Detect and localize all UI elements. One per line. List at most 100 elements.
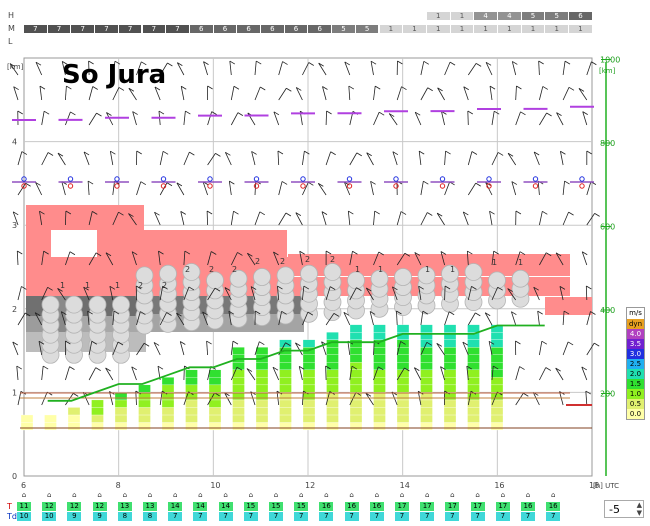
wind-barb (317, 183, 327, 196)
wind-barb (562, 341, 569, 356)
cloud-circle (182, 263, 201, 281)
wind-barb-flag (462, 341, 469, 346)
inversion-block (97, 205, 144, 230)
weather-icon: ⌂ (324, 491, 329, 499)
thermal-bar-segment (396, 377, 410, 386)
cloud-cell-L (332, 38, 356, 46)
stepper-up-icon[interactable]: ▲ (636, 501, 642, 509)
wind-barb (109, 286, 114, 301)
wind-barb (586, 311, 591, 326)
wind-barb-flag (9, 63, 16, 67)
cloud-cell-H (355, 12, 380, 20)
wind-barb-flag (519, 366, 525, 370)
cloud-count-label: 1 (425, 265, 430, 274)
thermal-bar-segment (255, 399, 269, 408)
wind-barb-flag (162, 150, 169, 155)
wind-barb (396, 253, 406, 266)
wind-barb (418, 286, 422, 301)
wind-barb-flag (131, 251, 138, 256)
wind-barb (537, 311, 540, 326)
thermal-bar-segment (326, 384, 339, 393)
wind-barb-flag (392, 151, 399, 156)
cloud-count-label: 2 (209, 265, 214, 274)
wind-barb-flag (370, 180, 376, 185)
weather-icon: ⌂ (223, 491, 228, 499)
wind-barb (9, 63, 19, 76)
wind-barb (278, 311, 283, 326)
legend-title: m/s (629, 309, 642, 317)
wind-barb (562, 311, 565, 326)
wind-barb-flag (308, 181, 314, 186)
wind-barb (176, 62, 185, 76)
stepper-down-icon[interactable]: ▼ (636, 509, 642, 517)
thermal-bar-segment (91, 399, 104, 408)
wind-barb-flag (542, 210, 548, 215)
cloud-cell-H: 1 (426, 12, 451, 20)
wind-barb-flag (70, 111, 76, 116)
wind-barb (65, 86, 67, 101)
wind-barb (537, 181, 540, 196)
thermal-bar-segment (302, 339, 316, 348)
wind-barb-flag (401, 86, 407, 91)
wind-barb-flag (260, 86, 266, 91)
wind-barb-flag (277, 150, 284, 155)
wind-barb (254, 211, 261, 226)
wind-barb-flag (422, 310, 429, 315)
cloud-circle (65, 295, 83, 314)
wind-barb-flag (188, 286, 195, 291)
wind-barb-flag (25, 312, 31, 317)
wind-barb (578, 88, 588, 101)
wind-barb-flag (396, 310, 402, 315)
wind-barb-flag (488, 340, 495, 345)
temperature-cell: 14 (218, 502, 233, 511)
weather-icon: ⌂ (500, 491, 506, 499)
cloud-cell-L (521, 38, 546, 46)
wind-barb-flag (594, 213, 600, 217)
wind-barb (369, 311, 374, 326)
wind-barb-flag (91, 340, 97, 345)
thermal-bar-segment (349, 392, 363, 401)
cloud-cell-L (213, 38, 238, 46)
thermal-bar-segment (326, 354, 339, 363)
thermal-bar-segment (443, 369, 457, 378)
wind-barb (207, 153, 216, 166)
wind-barb-flag (236, 366, 243, 371)
cloud-circle (347, 271, 365, 290)
stepper-arrows[interactable]: ▲ ▼ (637, 501, 642, 517)
wind-barb-flag (136, 150, 142, 155)
wind-barb-flag (348, 210, 354, 215)
wind-barb-flag (281, 310, 287, 315)
thermal-bar-segment (349, 422, 363, 431)
wind-barb-flag (259, 341, 265, 346)
wind-barb (154, 212, 161, 226)
wind-barb-flag (128, 213, 134, 217)
weather-icon: ⌂ (172, 491, 178, 499)
cloud-cell-M: 6 (237, 25, 261, 33)
temperature-cell: 14 (193, 502, 208, 511)
wind-barb (207, 251, 212, 266)
offset-stepper[interactable]: -5 ▲ ▼ (604, 500, 644, 518)
wind-barb (586, 213, 595, 226)
cloud-cell-L (142, 38, 167, 46)
wind-barb (202, 311, 208, 326)
wind-barb-flag (246, 368, 253, 372)
thermal-bar-segment (232, 377, 245, 386)
thermal-bar-segment (467, 422, 480, 431)
wind-barb-flag (43, 250, 49, 255)
wind-barb (507, 288, 517, 301)
thermal-bar-segment (185, 377, 198, 386)
wind-barb-flag (157, 365, 164, 370)
cloud-cell-M: 1 (379, 25, 404, 33)
wind-barb (183, 111, 186, 126)
thermal-bar-segment (443, 362, 457, 370)
thermal-bar-segment (490, 384, 504, 393)
cloud-cell-M: 7 (142, 25, 167, 33)
inversion-block (545, 297, 592, 315)
dewpoint-cell: 8 (117, 512, 132, 521)
wind-barb (13, 86, 19, 101)
dewpoint-cell: 9 (92, 512, 107, 521)
wind-barb (65, 366, 70, 381)
thermal-bar-segment (326, 347, 339, 355)
wind-barb-flag (423, 60, 430, 65)
wind-barb-flag (369, 311, 376, 315)
